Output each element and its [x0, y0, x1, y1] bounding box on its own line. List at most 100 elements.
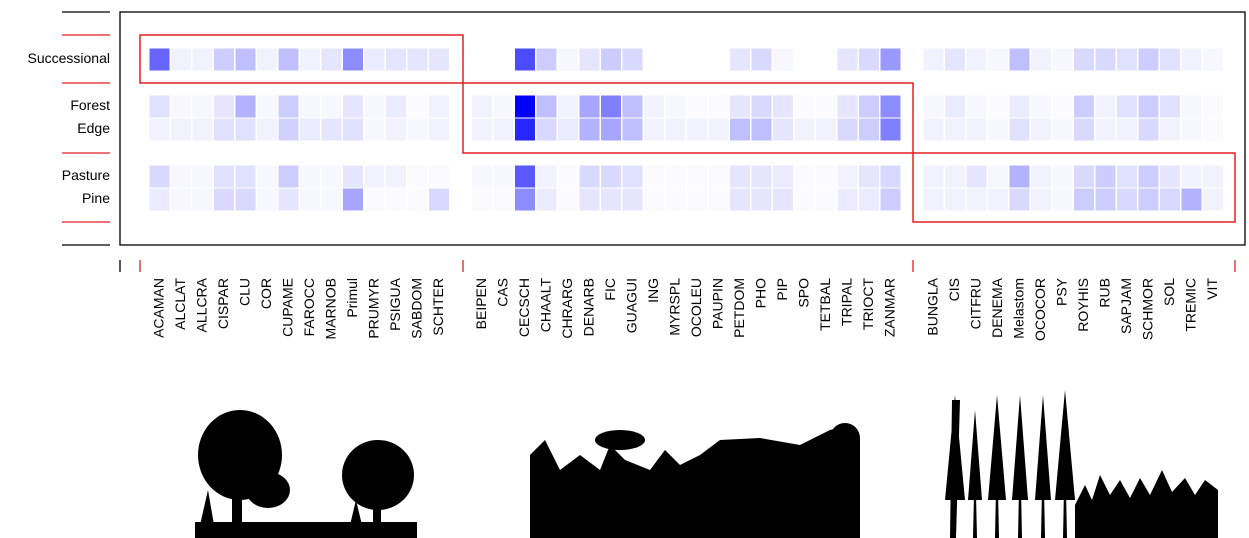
heatmap-cell: [1117, 119, 1137, 141]
heatmap-cell: [601, 189, 621, 211]
heatmap-cell: [343, 119, 363, 141]
heatmap-cell: [795, 119, 815, 141]
heatmap-cell: [1074, 189, 1094, 211]
heatmap-cell: [1074, 166, 1094, 188]
heatmap-cell: [322, 96, 342, 118]
heatmap-cell: [687, 189, 707, 211]
heatmap-cell: [365, 49, 385, 71]
heatmap-cell: [300, 49, 320, 71]
heatmap-cell: [537, 119, 557, 141]
heatmap-cell: [709, 166, 729, 188]
heatmap-cell: [472, 96, 492, 118]
column-label: OCOCOR: [1032, 278, 1048, 341]
heatmap-cell: [730, 96, 750, 118]
heatmap-cell: [988, 189, 1008, 211]
heatmap-cell: [945, 49, 965, 71]
heatmap-cell: [515, 96, 535, 118]
column-label: TREMIC: [1183, 278, 1199, 332]
column-label: ALLCRA: [194, 277, 210, 332]
heatmap-cell: [945, 119, 965, 141]
heatmap-cell: [859, 189, 879, 211]
heatmap-cell: [752, 96, 772, 118]
heatmap-cell: [752, 166, 772, 188]
heatmap-cell: [1203, 119, 1223, 141]
heatmap-cell: [537, 96, 557, 118]
heatmap-cell: [924, 166, 944, 188]
heatmap-cell: [537, 189, 557, 211]
heatmap-cell: [1182, 119, 1202, 141]
heatmap-cell: [257, 189, 277, 211]
heatmap-cell: [257, 119, 277, 141]
heatmap-cell: [472, 49, 492, 71]
column-label: ALCLAT: [172, 278, 188, 330]
heatmap-cell: [773, 119, 793, 141]
cells: [150, 49, 1224, 211]
heatmap-cell: [623, 96, 643, 118]
heatmap-cell: [1010, 96, 1030, 118]
column-label: VIT: [1204, 278, 1220, 300]
column-label: SCHTER: [430, 278, 446, 336]
column-label: Primul: [344, 278, 360, 318]
column-label: GUAGUI: [624, 278, 640, 333]
heatmap-cell: [1160, 119, 1180, 141]
heatmap-cell: [343, 189, 363, 211]
heatmap-cell: [859, 49, 879, 71]
heatmap-cell: [193, 189, 213, 211]
heatmap-cell: [601, 166, 621, 188]
column-label: PIP: [774, 278, 790, 301]
column-label: DENARB: [581, 278, 597, 336]
heatmap-cell: [1031, 166, 1051, 188]
heatmap-cell: [773, 96, 793, 118]
heatmap-cell: [644, 119, 664, 141]
heatmap-cell: [322, 49, 342, 71]
heatmap-cell: [515, 189, 535, 211]
heatmap-cell: [752, 119, 772, 141]
heatmap-cell: [236, 96, 256, 118]
heatmap-cell: [601, 96, 621, 118]
heatmap-cell: [859, 119, 879, 141]
heatmap-cell: [1010, 119, 1030, 141]
heatmap-cell: [752, 49, 772, 71]
heatmap-cell: [623, 189, 643, 211]
heatmap-cell: [623, 166, 643, 188]
column-label: FAROCC: [301, 278, 317, 336]
heatmap-cell: [1139, 119, 1159, 141]
heatmap-cell: [924, 96, 944, 118]
column-label: ACAMAN: [151, 278, 167, 338]
heatmap-cell: [945, 166, 965, 188]
heatmap-cell: [795, 96, 815, 118]
heatmap-cell: [472, 119, 492, 141]
heatmap-cell: [687, 96, 707, 118]
heatmap-cell: [1139, 96, 1159, 118]
column-label: CLU: [237, 278, 253, 306]
heatmap-cell: [1096, 119, 1116, 141]
column-label: CITFRU: [968, 278, 984, 329]
row-label: Edge: [77, 120, 110, 136]
column-label: CHAALT: [538, 278, 554, 333]
heatmap-cell: [773, 49, 793, 71]
heatmap-cell: [666, 189, 686, 211]
column-label: CAS: [495, 278, 511, 307]
heatmap-cell: [193, 119, 213, 141]
heatmap-cell: [279, 166, 299, 188]
heatmap-cell: [580, 189, 600, 211]
heatmap-cell: [924, 189, 944, 211]
heatmap-cell: [988, 49, 1008, 71]
chart: SuccessionalForestEdgePasturePineACAMANA…: [0, 0, 1249, 538]
heatmap-cell: [1031, 96, 1051, 118]
heatmap-cell: [816, 119, 836, 141]
heatmap-cell: [601, 49, 621, 71]
heatmap-cell: [1031, 119, 1051, 141]
heatmap-cell: [666, 166, 686, 188]
heatmap-cell: [408, 119, 428, 141]
heatmap-cell: [580, 119, 600, 141]
column-label: ROYHIS: [1075, 278, 1091, 332]
column-label: RUB: [1097, 278, 1113, 308]
heatmap-cell: [214, 96, 234, 118]
heatmap-cell: [945, 96, 965, 118]
heatmap-cell: [1096, 189, 1116, 211]
heatmap-cell: [343, 96, 363, 118]
heatmap-cell: [1203, 166, 1223, 188]
heatmap-cell: [171, 166, 191, 188]
heatmap-cell: [365, 96, 385, 118]
